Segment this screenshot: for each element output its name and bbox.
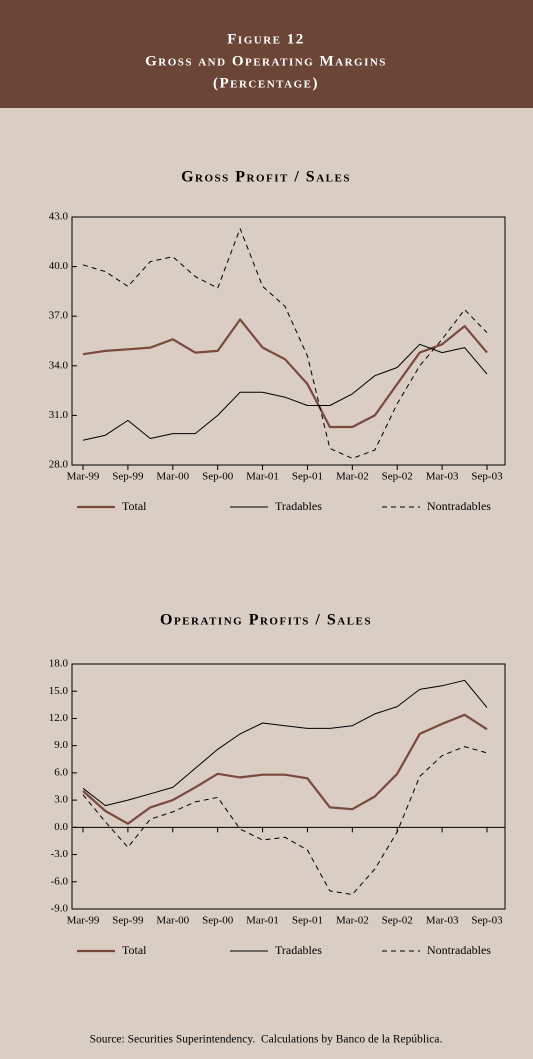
series-line — [82, 228, 488, 459]
x-tick-label: Sep-02 — [382, 915, 413, 927]
series-line — [82, 343, 488, 441]
plot-frame — [71, 216, 506, 466]
x-tick-label: Mar-03 — [426, 915, 459, 927]
y-tick-label: 37.0 — [49, 310, 69, 322]
x-tick-label: Sep-03 — [471, 471, 503, 483]
series-line — [82, 679, 488, 807]
x-tick-label: Mar-99 — [67, 915, 100, 927]
x-tick-label: Mar-03 — [426, 471, 459, 483]
x-tick-label: Mar-01 — [246, 915, 279, 927]
y-tick-label: 9.0 — [54, 739, 68, 751]
plot-frame — [71, 663, 506, 910]
y-tick-label: 3.0 — [54, 794, 68, 806]
series-line — [82, 318, 488, 429]
figure-subtitle: (Percentage) — [213, 75, 319, 91]
legend-label: Total — [122, 943, 147, 957]
y-tick-label: 28.0 — [49, 459, 69, 471]
x-tick-label: Sep-03 — [471, 915, 503, 927]
x-tick-label: Sep-00 — [202, 471, 234, 483]
legend-label: Nontradables — [427, 499, 491, 513]
x-tick-label: Sep-01 — [292, 471, 323, 483]
legend-label: Total — [122, 499, 147, 513]
y-tick-label: 34.0 — [49, 359, 69, 371]
x-tick-label: Sep-99 — [112, 915, 144, 927]
y-tick-label: 18.0 — [49, 658, 69, 670]
header-band — [0, 0, 533, 108]
y-tick-label: 43.0 — [49, 211, 69, 223]
x-tick-label: Mar-00 — [156, 915, 189, 927]
y-tick-label: 12.0 — [49, 712, 69, 724]
y-tick-label: 31.0 — [49, 409, 69, 421]
figure-number: Figure 12 — [227, 31, 304, 47]
x-tick-label: Mar-02 — [336, 471, 369, 483]
legend-label: Tradables — [275, 499, 322, 513]
x-tick-label: Mar-00 — [156, 471, 189, 483]
x-tick-label: Sep-01 — [292, 915, 323, 927]
y-tick-label: -3.0 — [51, 848, 69, 860]
y-tick-label: 0.0 — [54, 821, 68, 833]
x-tick-label: Sep-00 — [202, 915, 234, 927]
x-tick-label: Mar-02 — [336, 915, 369, 927]
chart-title: Gross Profit / Sales — [181, 169, 351, 186]
x-tick-label: Sep-02 — [382, 471, 413, 483]
x-tick-label: Mar-01 — [246, 471, 279, 483]
series-line — [82, 746, 488, 895]
figure-title: Gross and Operating Margins — [145, 53, 387, 69]
y-tick-label: 15.0 — [49, 685, 69, 697]
legend-label: Nontradables — [427, 943, 491, 957]
legend-label: Tradables — [275, 943, 322, 957]
y-tick-label: -6.0 — [51, 875, 69, 887]
y-tick-label: 40.0 — [49, 260, 69, 272]
y-tick-label: -9.0 — [51, 903, 69, 915]
source-note: Source: Securities Superintendency. Calc… — [90, 1034, 443, 1046]
y-tick-label: 6.0 — [54, 766, 68, 778]
chart-title: Operating Profits / Sales — [160, 612, 372, 629]
x-tick-label: Sep-99 — [112, 471, 144, 483]
x-tick-label: Mar-99 — [67, 471, 100, 483]
series-line — [82, 713, 488, 825]
